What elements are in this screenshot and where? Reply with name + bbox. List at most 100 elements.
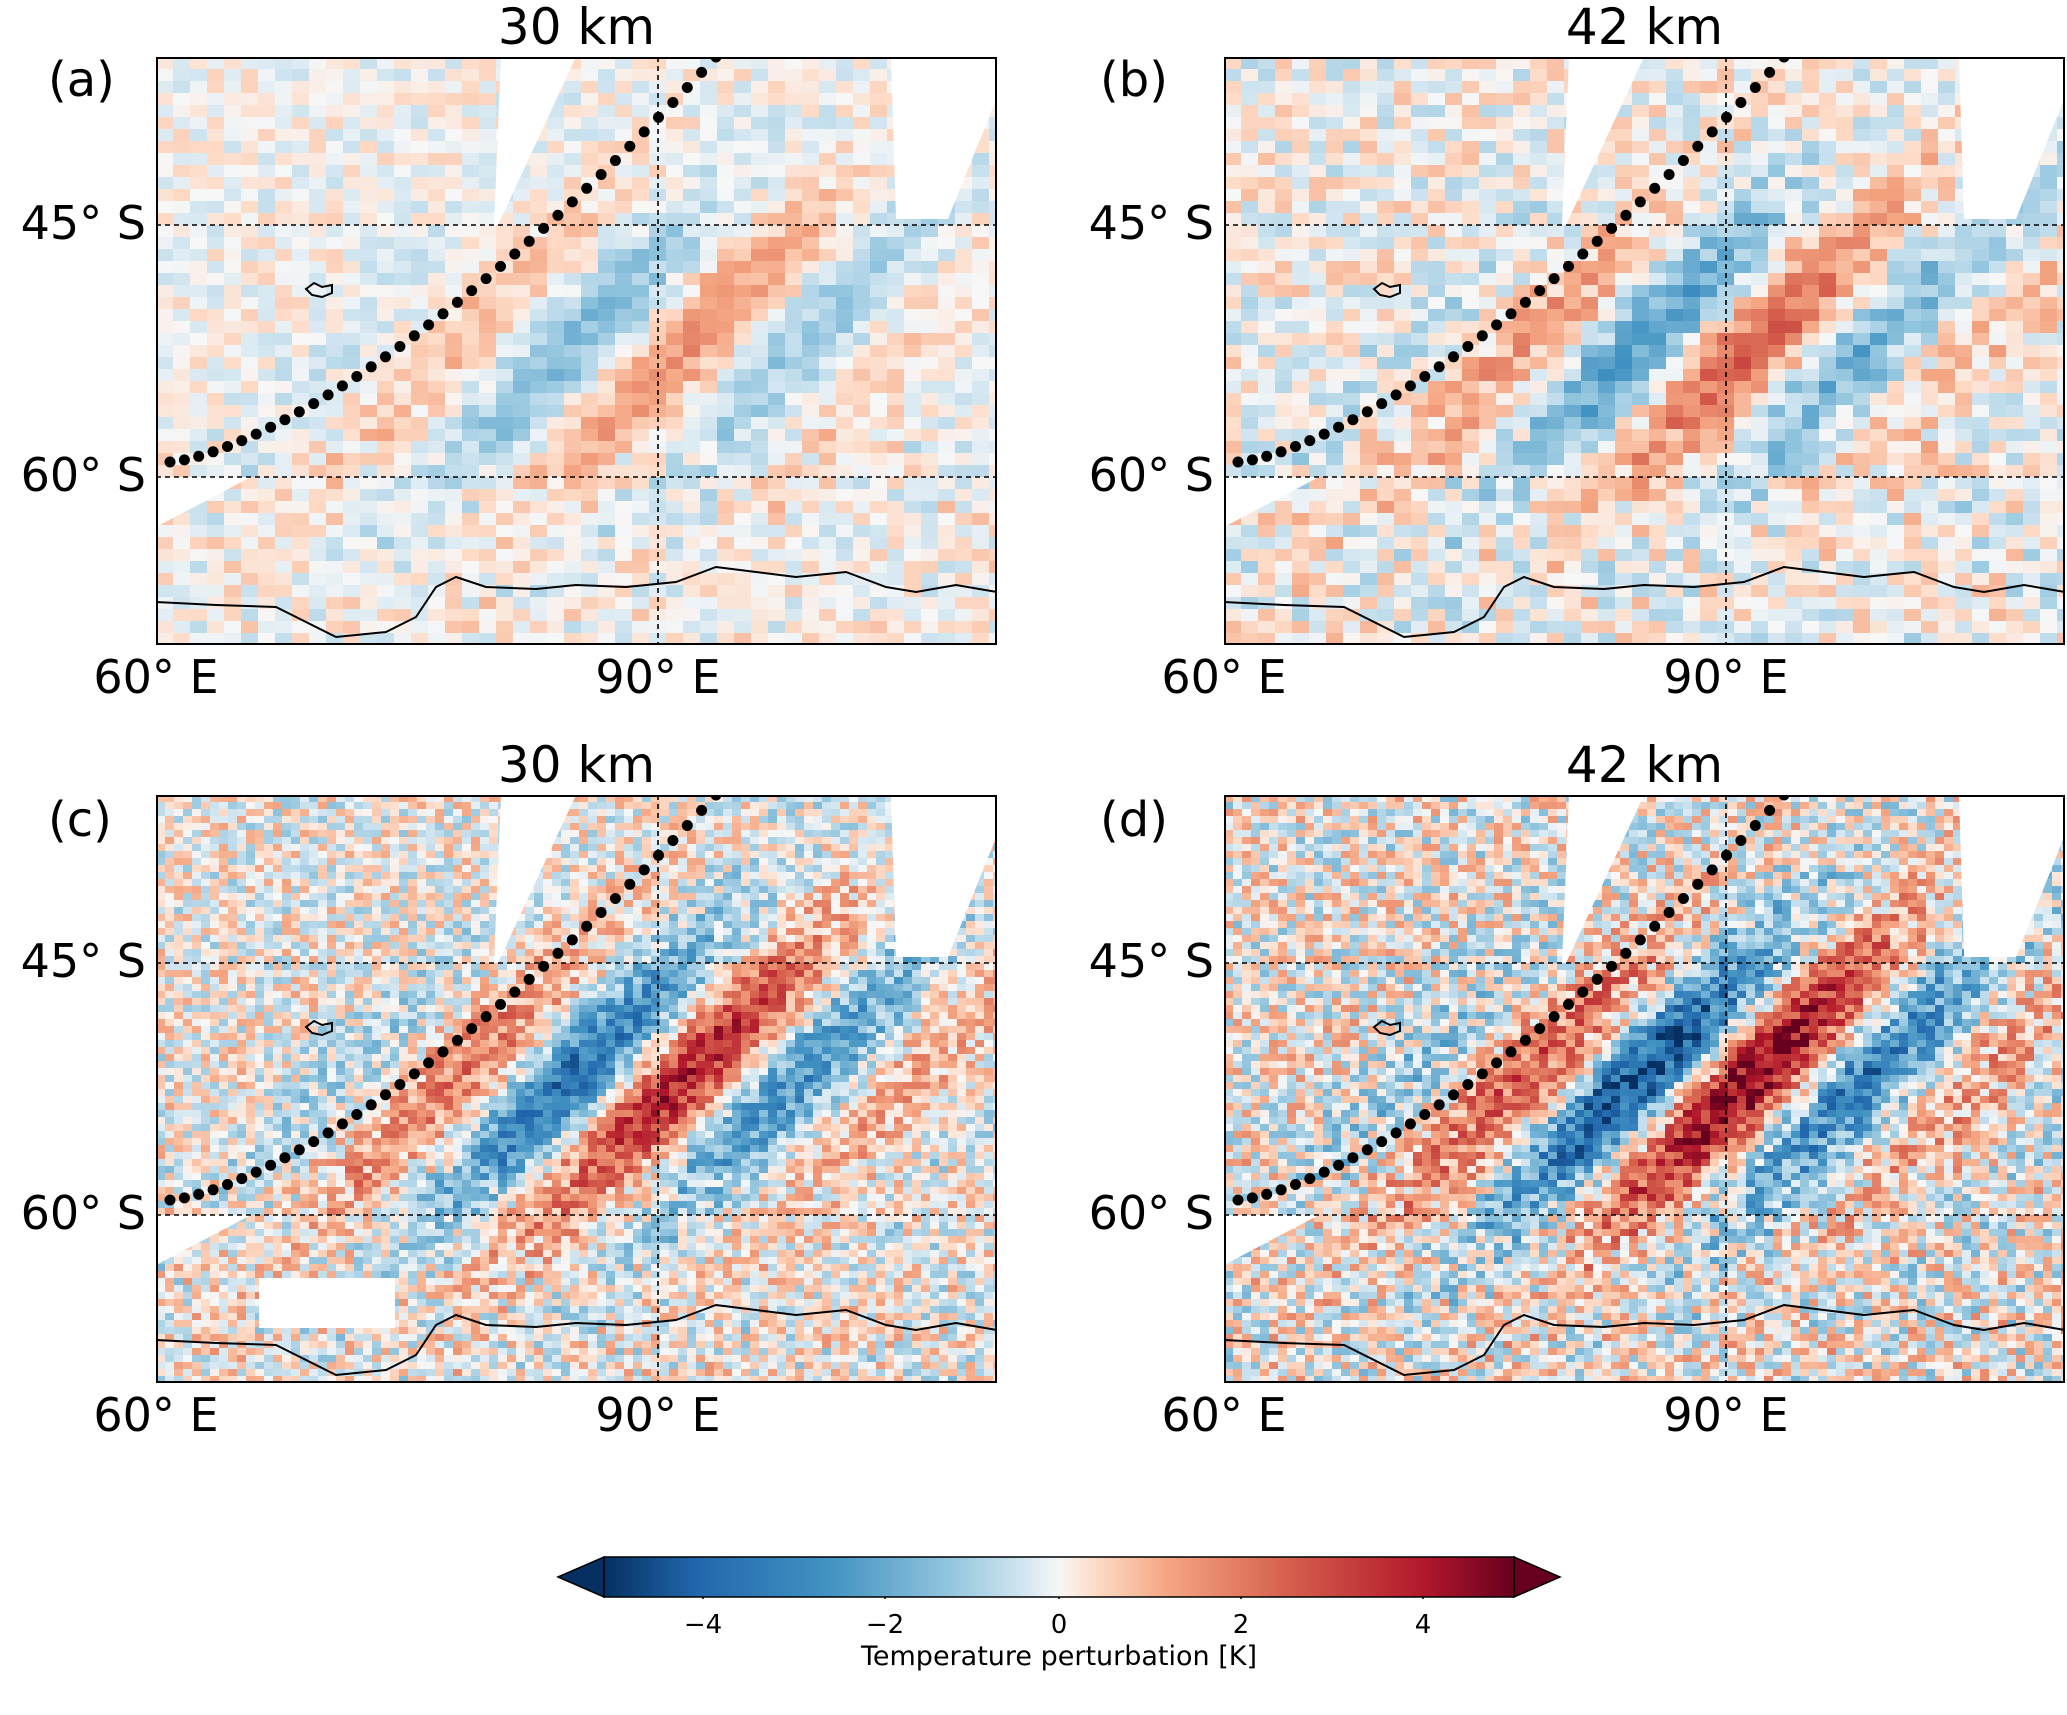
track-point <box>552 948 563 959</box>
lat-label-45s-d: 45° S <box>1074 938 1214 984</box>
track-point <box>552 210 563 221</box>
track-point <box>1304 435 1315 446</box>
track-point <box>509 987 520 998</box>
panel-d-label: (d) <box>1100 796 1168 844</box>
panel-a-title: 30 km <box>156 2 997 52</box>
track-point <box>653 112 664 123</box>
track-point <box>495 999 506 1010</box>
track-point <box>1721 850 1732 861</box>
track-point <box>1276 1184 1287 1195</box>
track-point <box>1520 297 1531 308</box>
track-point <box>179 1192 190 1203</box>
track-point <box>1764 67 1775 78</box>
track-point <box>452 1035 463 1046</box>
track-point <box>509 249 520 260</box>
track-point <box>667 97 678 108</box>
colorbar-tick: −2 <box>845 1612 925 1638</box>
colorbar-label: Temperature perturbation [K] <box>556 1643 1562 1670</box>
track-point <box>1362 406 1373 417</box>
lon-label-90e: 90° E <box>578 654 738 700</box>
track-point <box>1563 261 1574 272</box>
track-point <box>236 1173 247 1184</box>
track-point <box>394 341 405 352</box>
track-point <box>1620 948 1631 959</box>
track-point <box>409 1068 420 1079</box>
track-point <box>538 223 549 234</box>
track-point <box>1347 1152 1358 1163</box>
lon-label-60e-b: 60° E <box>1144 654 1304 700</box>
track-point <box>639 864 650 875</box>
track-point <box>1247 454 1258 465</box>
track-point <box>380 1089 391 1100</box>
track-point <box>251 1167 262 1178</box>
track-point <box>366 1099 377 1110</box>
track-point <box>1606 223 1617 234</box>
track-point <box>279 414 290 425</box>
track-point <box>1692 141 1703 152</box>
track-point <box>1261 1189 1272 1200</box>
track-point <box>294 1144 305 1155</box>
track-point <box>653 850 664 861</box>
track-point <box>696 805 707 816</box>
track-point <box>1419 371 1430 382</box>
track-point <box>1304 1173 1315 1184</box>
track-point <box>1620 210 1631 221</box>
track-point <box>1462 1079 1473 1090</box>
track-point <box>596 907 607 918</box>
map-field <box>156 57 997 645</box>
lat-label-60s: 60° S <box>6 452 146 498</box>
lon-label-60e-d: 60° E <box>1144 1392 1304 1438</box>
lon-label-90e-c: 90° E <box>578 1392 738 1438</box>
track-point <box>1735 97 1746 108</box>
map-field <box>1224 795 2065 1383</box>
track-point <box>1506 308 1517 319</box>
track-point <box>1319 1167 1330 1178</box>
track-point <box>1764 805 1775 816</box>
track-point <box>366 361 377 372</box>
colorbar-bar <box>556 1555 1562 1599</box>
track-point <box>1477 330 1488 341</box>
track-point <box>323 389 334 400</box>
panel-d-title: 42 km <box>1224 740 2065 790</box>
track-point <box>624 879 635 890</box>
track-point <box>1233 457 1244 468</box>
track-point <box>1635 934 1646 945</box>
track-point <box>1462 341 1473 352</box>
track-point <box>1319 429 1330 440</box>
map-panel-a <box>156 57 997 645</box>
track-point <box>1247 1192 1258 1203</box>
track-point <box>1735 835 1746 846</box>
track-point <box>1750 82 1761 93</box>
track-point <box>1376 1136 1387 1147</box>
track-point <box>1405 1118 1416 1129</box>
track-point <box>596 169 607 180</box>
colorbar-tick: 4 <box>1383 1612 1463 1638</box>
track-point <box>308 1136 319 1147</box>
track-point <box>1606 961 1617 972</box>
track-point <box>1707 126 1718 137</box>
colorbar-tick: 0 <box>1019 1612 1099 1638</box>
track-point <box>1692 879 1703 890</box>
track-point <box>1448 351 1459 362</box>
track-point <box>1520 1035 1531 1046</box>
track-point <box>236 435 247 446</box>
track-point <box>1405 380 1416 391</box>
track-point <box>351 371 362 382</box>
colorbar-extend-min <box>558 1557 604 1597</box>
track-point <box>1276 446 1287 457</box>
track-point <box>567 934 578 945</box>
track-point <box>1577 249 1588 260</box>
track-point <box>610 893 621 904</box>
panel-b-title: 42 km <box>1224 2 2065 52</box>
colorbar-tick: −4 <box>663 1612 743 1638</box>
track-point <box>1290 441 1301 452</box>
track-point <box>1592 236 1603 247</box>
track-point <box>1577 987 1588 998</box>
panel-c-label: (c) <box>48 796 112 844</box>
track-point <box>251 429 262 440</box>
track-point <box>222 441 233 452</box>
colorbar-tick: 2 <box>1201 1612 1281 1638</box>
track-point <box>624 141 635 152</box>
track-point <box>1649 183 1660 194</box>
track-point <box>1477 1068 1488 1079</box>
